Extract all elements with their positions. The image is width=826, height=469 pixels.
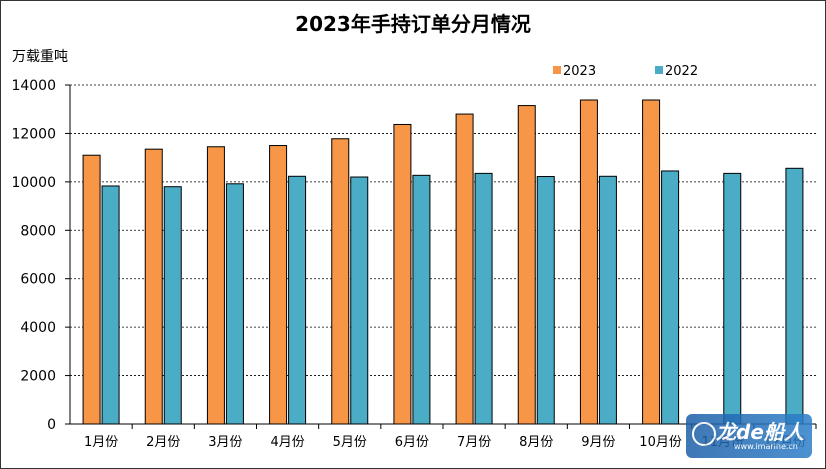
bar-2023 [455, 113, 474, 425]
bar-2023 [393, 123, 412, 425]
watermark-text: 龙de船人 [716, 420, 804, 444]
bar-2022 [101, 185, 120, 425]
bar-2022 [598, 175, 617, 425]
chart-title: 2023年手持订单分月情况 [295, 12, 531, 36]
legend-label-2023: 2023 [563, 64, 596, 79]
x-tick-label: 8月份 [519, 435, 553, 450]
bar-2023 [517, 105, 536, 425]
bar-2022 [350, 176, 369, 425]
bar-2023 [269, 145, 288, 425]
x-tick-label: 6月份 [395, 435, 429, 450]
y-axis-unit-label: 万载重吨 [12, 49, 68, 65]
y-tick-label: 2000 [20, 369, 56, 385]
bar-2023 [206, 146, 225, 425]
bar-2023 [144, 148, 163, 425]
x-tick-label: 5月份 [333, 435, 367, 450]
bar-2022 [225, 183, 244, 425]
legend-swatch-2022 [655, 66, 663, 74]
x-tick-label: 9月份 [581, 435, 615, 450]
x-tick-label: 3月份 [208, 435, 242, 450]
watermark: 龙de船人 www.imarine.cn [686, 414, 812, 458]
bar-2023 [331, 138, 350, 425]
bar-2022 [536, 176, 555, 425]
y-tick-label: 14000 [11, 78, 56, 94]
x-tick-label: 1月份 [84, 435, 118, 450]
legend-label-2022: 2022 [665, 64, 698, 79]
y-tick-label: 6000 [20, 272, 56, 288]
bar-2023 [82, 154, 101, 425]
bar-2022 [163, 186, 182, 425]
y-tick-label: 8000 [20, 223, 56, 239]
bar-2023 [579, 99, 598, 425]
y-tick-label: 0 [47, 417, 56, 433]
bar-2022 [474, 172, 493, 425]
x-tick-label: 2月份 [146, 435, 180, 450]
y-tick-label: 10000 [11, 175, 56, 191]
bar-2022 [661, 170, 680, 425]
x-tick-label: 10月份 [639, 435, 682, 450]
bar-2022 [785, 167, 804, 425]
legend-swatch-2023 [553, 66, 561, 74]
x-tick-label: 7月份 [457, 435, 491, 450]
y-tick-label: 12000 [11, 126, 56, 142]
watermark-url: www.imarine.cn [734, 442, 798, 451]
bar-2022 [723, 172, 742, 425]
bar-2023 [642, 99, 661, 425]
watermark-logo-icon [692, 422, 716, 446]
x-tick-label: 4月份 [270, 435, 304, 450]
y-tick-label: 4000 [20, 320, 56, 336]
bar-2022 [412, 174, 431, 425]
bar-2022 [288, 175, 307, 425]
